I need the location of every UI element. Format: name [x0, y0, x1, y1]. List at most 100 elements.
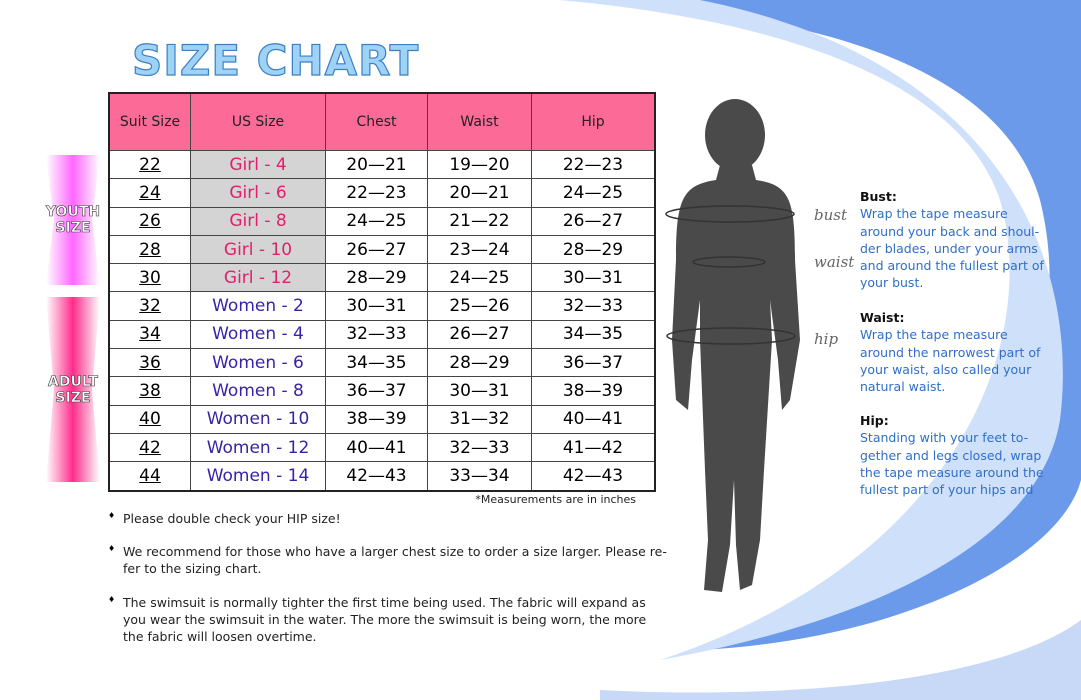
table-cell: 32—33: [325, 319, 428, 350]
bullet-text: Please double check your HIP size!: [123, 510, 341, 527]
table-cell: 34: [108, 319, 191, 350]
table-cell: 20—21: [325, 149, 428, 180]
table-cell: Women - 10: [190, 404, 326, 434]
bullet-dot: ♦: [108, 595, 116, 604]
table-cell: 36—37: [531, 348, 656, 378]
table-cell: Women - 2: [190, 291, 326, 321]
group-label: YOUTH SIZE: [45, 155, 101, 285]
table-cell: 19—20: [427, 149, 532, 180]
figure-label: waist: [814, 253, 855, 271]
bullet-line: the fabric will loosen overtime.: [123, 629, 317, 644]
table-cell: 44: [108, 461, 191, 492]
bullet-line: Please double check your HIP size!: [123, 511, 341, 526]
instruction-line: your waist, also called your: [860, 361, 1032, 377]
group-label: ADULT SIZE: [45, 297, 101, 482]
table-cell: 30—31: [427, 376, 532, 406]
table-cell: 33—34: [427, 461, 532, 492]
table-cell: 30—31: [531, 263, 656, 293]
instruction-line: Wrap the tape measure: [860, 327, 1008, 343]
figure-label: hip: [814, 330, 839, 348]
table-cell: 24—25: [427, 263, 532, 293]
table-cell: 26: [108, 206, 191, 236]
instruction-line: around your back and shoul-: [860, 223, 1040, 239]
table-cell: Women - 14: [190, 461, 326, 492]
table-cell: Girl - 12: [190, 263, 326, 293]
header-cell: US Size: [190, 92, 326, 151]
instruction-line: Standing with your feet to-: [860, 430, 1029, 446]
table-row: 36 Women - 6 34—35 28—29 36—37: [108, 348, 656, 378]
table-cell: 20—21: [427, 178, 532, 208]
table-cell: 42—43: [325, 461, 428, 492]
header-cell: Hip: [531, 92, 656, 151]
table-cell: 28—29: [427, 348, 532, 378]
table-cell: 30—31: [325, 291, 428, 321]
group-line: YOUTH: [45, 204, 101, 221]
table-cell: 26—27: [325, 234, 428, 265]
table-row: 32 Women - 2 30—31 25—26 32—33: [108, 291, 656, 321]
table-cell: 38—39: [325, 404, 428, 434]
header-cell: Waist: [427, 92, 532, 151]
table-cell: 40—41: [531, 404, 656, 434]
instruction-line: your bust.: [860, 275, 924, 291]
group-line: SIZE: [55, 220, 91, 237]
table-row: 30 Girl - 12 28—29 24—25 30—31: [108, 263, 656, 293]
table-cell: 32—33: [531, 291, 656, 321]
table-cell: Girl - 4: [190, 149, 326, 180]
table-row: 38 Women - 8 36—37 30—31 38—39: [108, 376, 656, 406]
instruction-line: around the narrowest part of: [860, 344, 1041, 360]
table-cell: 23—24: [427, 234, 532, 265]
instruction-line: Wrap the tape measure: [860, 206, 1008, 222]
instruction-heading: Waist:: [860, 310, 905, 325]
instruction-heading: Hip:: [860, 413, 889, 428]
table-cell: 26—27: [531, 206, 656, 236]
table-row: 34 Women - 4 32—33 26—27 34—35: [108, 319, 656, 350]
instruction-line: the tape measure around the: [860, 464, 1044, 480]
table-cell: Women - 4: [190, 319, 326, 350]
table-row: 28 Girl - 10 26—27 23—24 28—29: [108, 234, 656, 265]
table-cell: 28: [108, 234, 191, 265]
table-row: 44 Women - 14 42—43 33—34 42—43: [108, 461, 656, 492]
table-cell: 25—26: [427, 291, 532, 321]
table-cell: Women - 6: [190, 348, 326, 378]
instruction-line: gether and legs closed, wrap: [860, 447, 1042, 463]
instruction-line: der blades, under your arms: [860, 240, 1038, 256]
table-cell: Girl - 10: [190, 234, 326, 265]
table-cell: Women - 8: [190, 376, 326, 406]
table-row: 40 Women - 10 38—39 31—32 40—41: [108, 404, 656, 434]
table-cell: Women - 12: [190, 432, 326, 463]
table-cell: Girl - 8: [190, 206, 326, 236]
bullet-dot: ♦: [108, 544, 116, 553]
bullet-line: fer to the sizing chart.: [123, 561, 262, 576]
instruction-heading: Bust:: [860, 189, 897, 204]
bullet-dot: ♦: [108, 511, 116, 520]
table-row: 42 Women - 12 40—41 32—33 41—42: [108, 432, 656, 463]
table-cell: 42: [108, 432, 191, 463]
table-cell: 36: [108, 348, 191, 378]
table-cell: 31—32: [427, 404, 532, 434]
instruction: Waist: Wrap the tape measure around the na…: [860, 309, 1040, 395]
table-cell: 42—43: [531, 461, 656, 492]
instruction-line: and around the fullest part of: [860, 258, 1044, 274]
table-cell: 38—39: [531, 376, 656, 406]
group-line: SIZE: [55, 389, 91, 406]
header-row: Suit Size US Size Chest Waist Hip: [108, 92, 656, 151]
note: *Measurements are in inches: [475, 493, 636, 506]
instruction: Hip: Standing with your feet to-gether an…: [860, 412, 1044, 498]
table-cell: 32: [108, 291, 191, 321]
silhouette: [672, 99, 800, 592]
header-cell: Suit Size: [108, 92, 191, 151]
table-cell: 41—42: [531, 432, 656, 463]
table-cell: 22—23: [325, 178, 428, 208]
table-row: 22 Girl - 4 20—21 19—20 22—23: [108, 149, 656, 180]
table-cell: 24: [108, 178, 191, 208]
bullet-line: We recommend for those who have a larger…: [123, 544, 667, 559]
table-cell: 24—25: [325, 206, 428, 236]
bullet-text: The swimsuit is normally tighter the fir…: [123, 594, 646, 645]
figure-label: bust: [814, 206, 847, 224]
table-row: 26 Girl - 8 24—25 21—22 26—27: [108, 206, 656, 236]
bullet-text: We recommend for those who have a larger…: [123, 543, 667, 577]
table-cell: 28—29: [325, 263, 428, 293]
